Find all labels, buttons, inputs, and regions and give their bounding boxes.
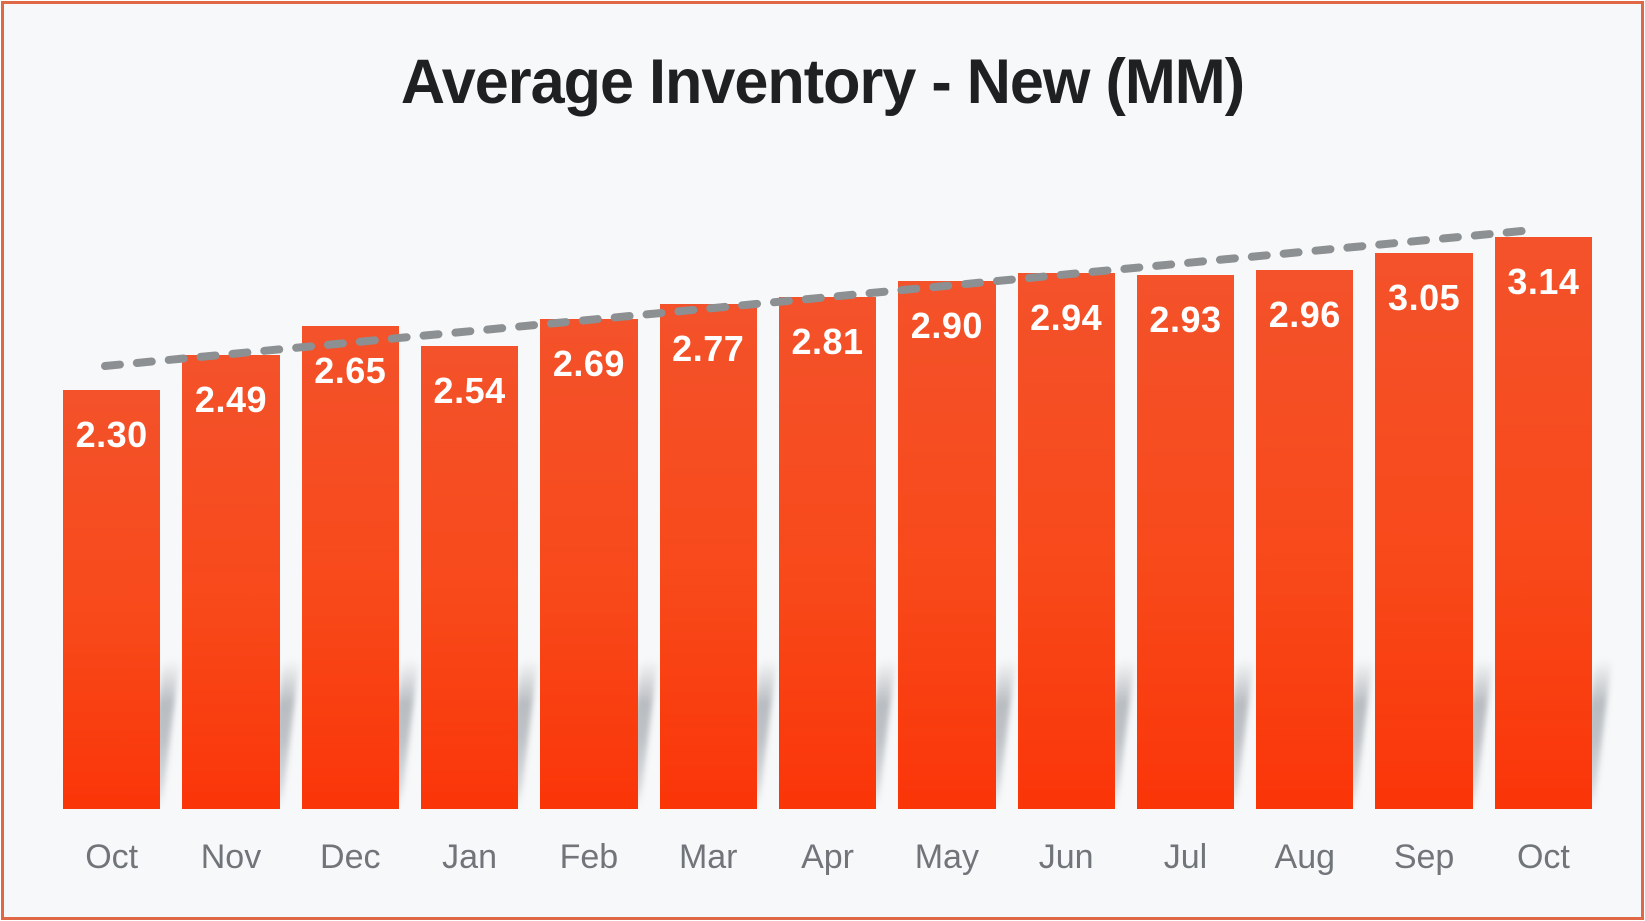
bar: 2.69 [540, 319, 638, 809]
bar-value-label: 2.96 [1268, 294, 1341, 335]
bar-value-label: 2.69 [552, 343, 625, 384]
bar-value-label: 3.05 [1388, 277, 1461, 318]
bar-value-label: 3.14 [1507, 261, 1580, 302]
bar-value-label: 2.90 [910, 305, 983, 346]
x-axis-label: Mar [678, 837, 738, 876]
bar-column: 2.49 Nov [182, 355, 280, 905]
bar: 2.94 [1017, 273, 1115, 809]
bar-column: 2.30 Oct [63, 390, 161, 905]
x-axis-label: May [914, 837, 979, 876]
x-axis-label: Apr [801, 837, 854, 876]
bar-column: 2.54 Jan [420, 346, 519, 905]
bar: 2.90 [898, 281, 996, 809]
bar-value-label: 2.30 [75, 414, 148, 455]
x-axis-label: Sep [1393, 837, 1455, 876]
bar: 2.96 [1256, 270, 1354, 809]
bar: 2.65 [301, 326, 399, 809]
bar-value-label: 2.54 [433, 370, 506, 411]
bar: 2.77 [659, 304, 757, 809]
bar: 3.14 [1494, 237, 1593, 809]
bar-column: 2.81 Apr [778, 297, 877, 905]
bar-value-label: 2.81 [791, 321, 864, 362]
bar-column: 2.94 Jun [1017, 273, 1115, 905]
bar: 2.81 [778, 297, 877, 809]
x-axis-label: Nov [200, 837, 262, 876]
bar-column: 2.96 Aug [1256, 270, 1354, 905]
bar-column: 2.93 Jul [1136, 275, 1235, 905]
x-axis-label: Oct [85, 837, 139, 876]
bar-column: 2.90 May [898, 281, 996, 905]
bar-column: 2.69 Feb [540, 319, 638, 905]
bars-container: 2.30 Oct 2.49 Nov 2.65 Dec 2.54 Jan 2.69 Feb 2.77 M… [63, 4, 1593, 905]
x-axis-label: Jun [1038, 837, 1094, 876]
bar: 2.30 [63, 390, 161, 809]
bar-column: 3.14 Oct [1494, 237, 1593, 905]
x-axis-label: Aug [1274, 837, 1336, 876]
bar-value-label: 2.93 [1149, 299, 1222, 340]
bar-value-label: 2.65 [314, 350, 387, 391]
x-axis-label: Jul [1163, 837, 1208, 876]
bar-value-label: 2.94 [1030, 297, 1103, 338]
bar-column: 3.05 Sep [1375, 253, 1473, 905]
bar: 2.54 [420, 346, 519, 809]
bar: 3.05 [1375, 253, 1473, 809]
x-axis-label: Jan [442, 837, 497, 876]
chart-title: Average Inventory - New (MM) [400, 47, 1245, 117]
bar-value-label: 2.77 [672, 328, 745, 369]
x-axis-label: Dec [320, 837, 381, 876]
x-axis-label: Oct [1516, 837, 1570, 876]
bar-value-label: 2.49 [194, 379, 267, 420]
bar: 2.49 [182, 355, 280, 809]
bar-column: 2.65 Dec [301, 326, 399, 905]
bar: 2.93 [1136, 275, 1235, 809]
bar-column: 2.77 Mar [659, 304, 757, 905]
x-axis-label: Feb [559, 837, 619, 876]
